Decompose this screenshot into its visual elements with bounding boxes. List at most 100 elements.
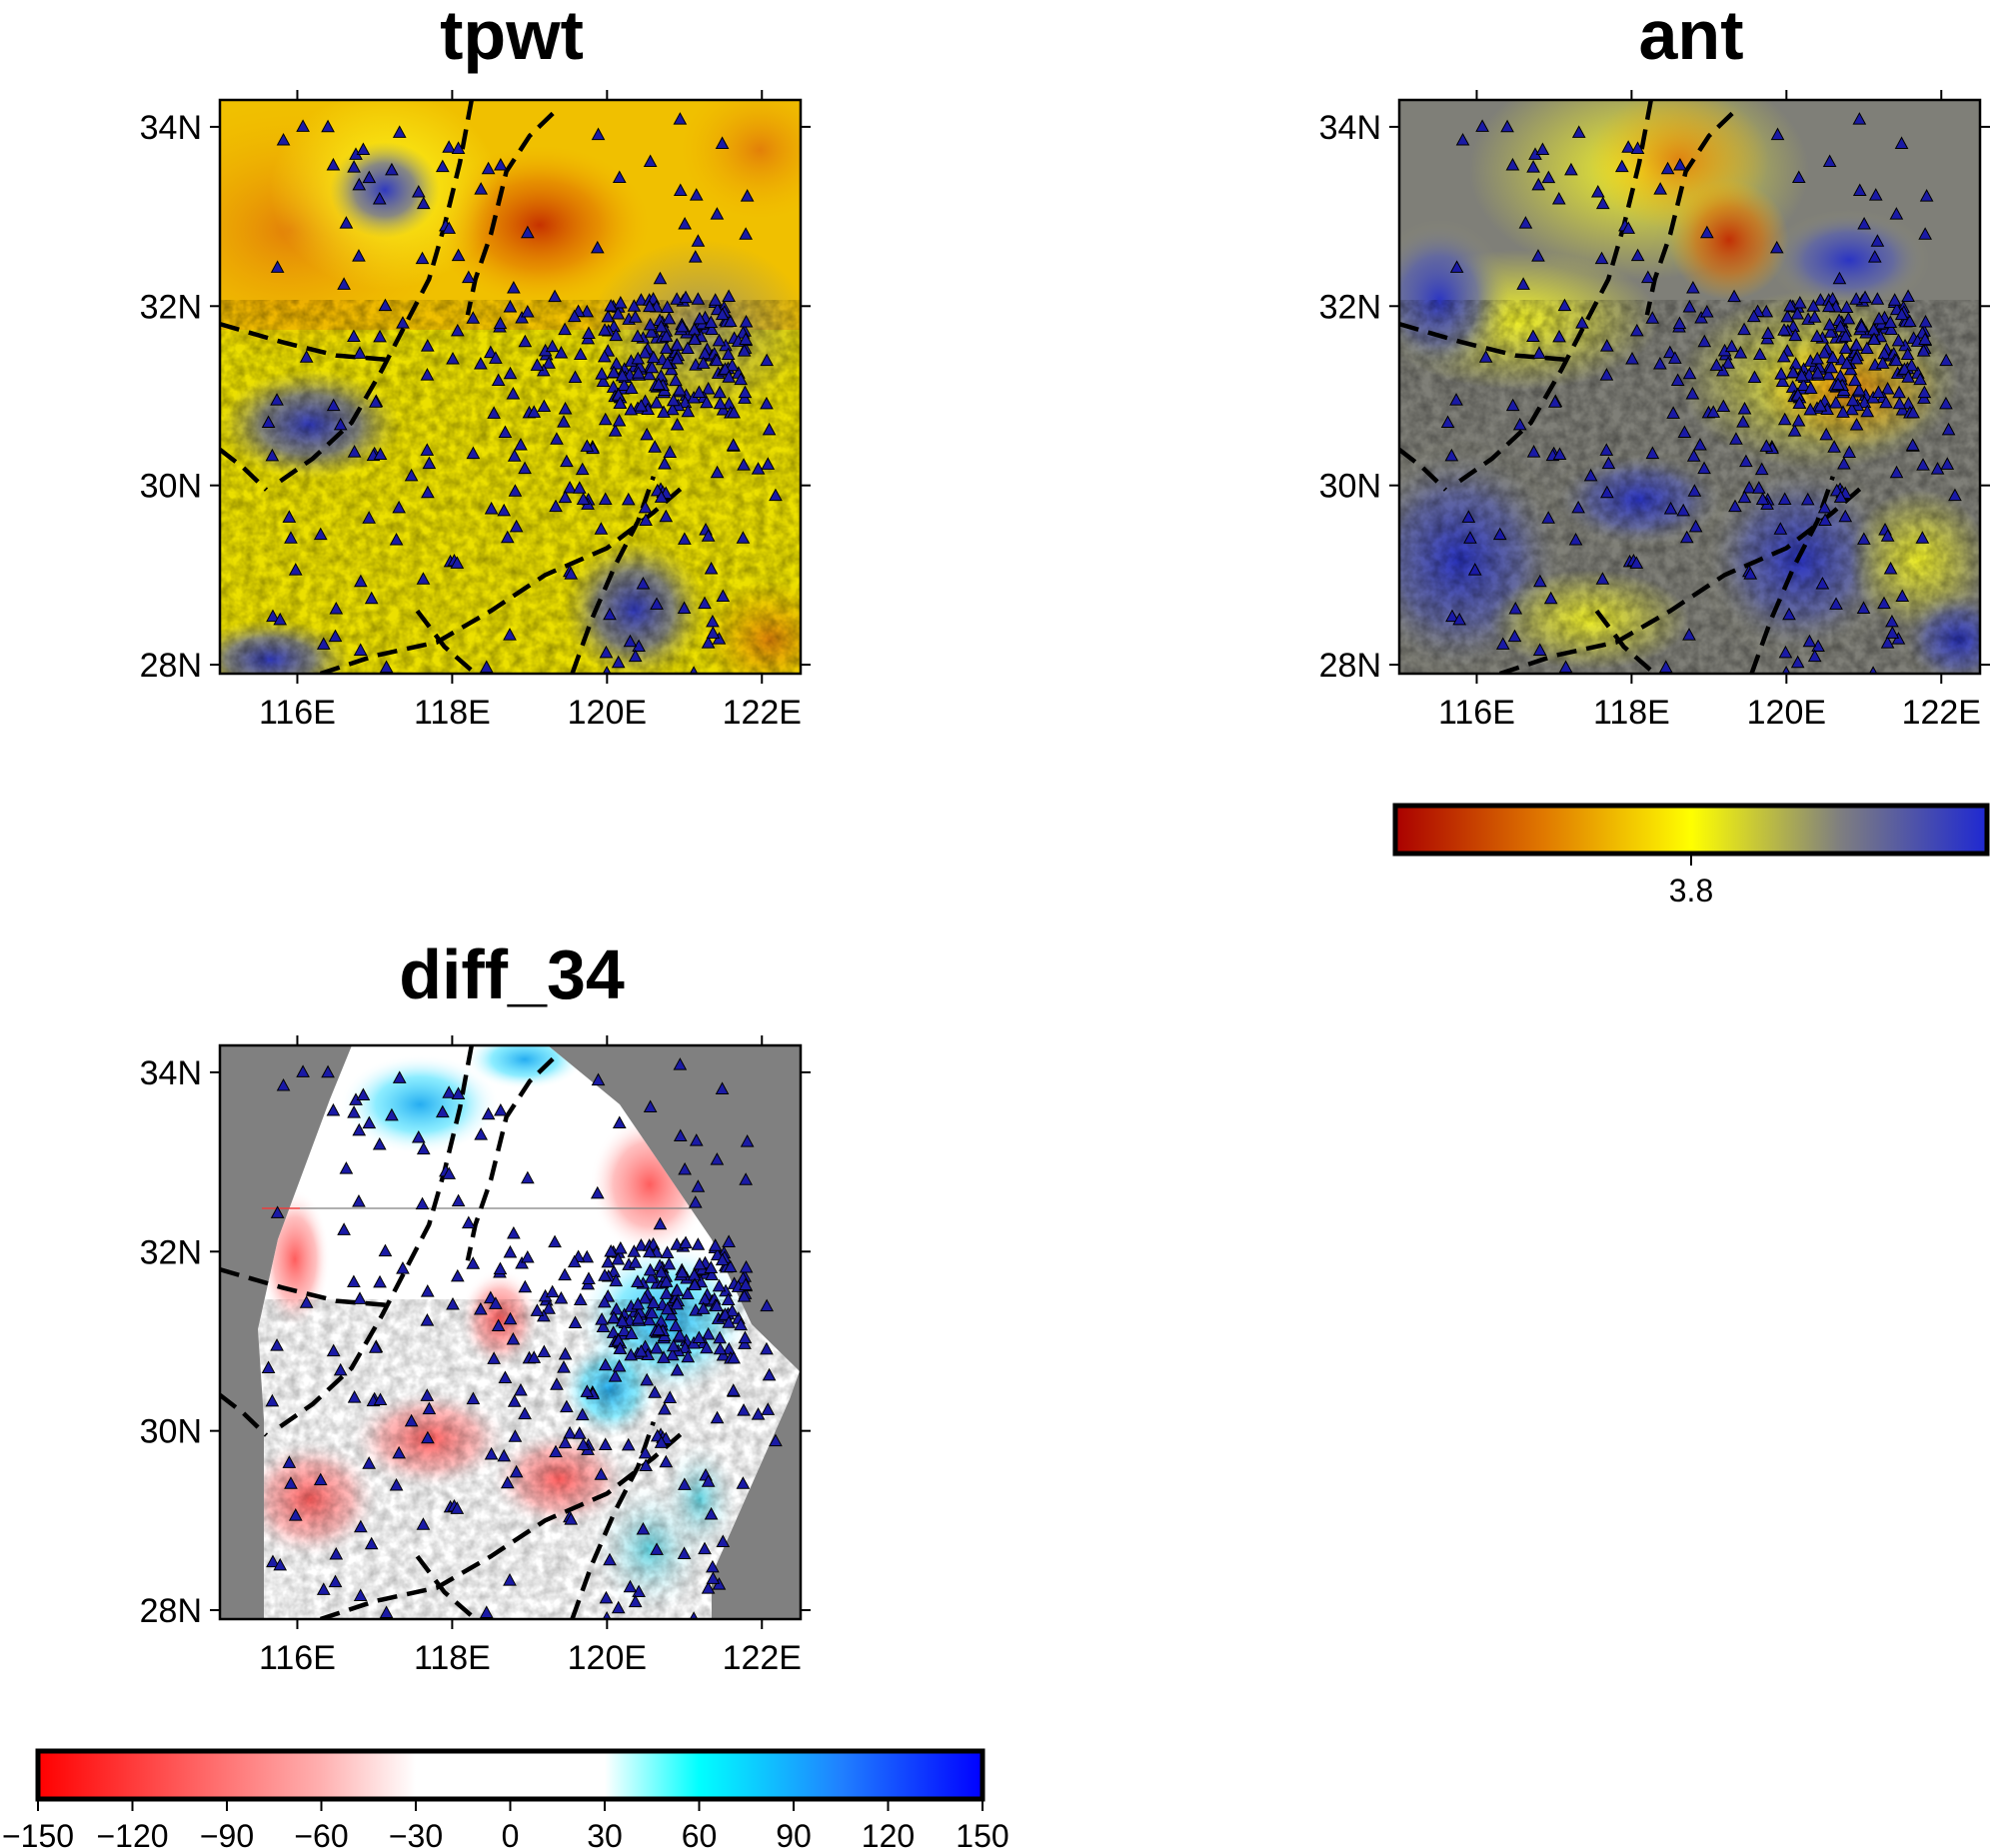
station-marker: [701, 1581, 716, 1594]
station-marker: [506, 1331, 521, 1345]
y-tick-label: 28N: [140, 1592, 202, 1630]
station-marker: [1845, 393, 1860, 407]
station-marker: [639, 1458, 653, 1471]
station-marker: [769, 1433, 783, 1447]
station-marker: [1889, 465, 1904, 479]
station-marker: [557, 415, 571, 428]
x-tick-label: 122E: [723, 1639, 802, 1677]
station-marker: [645, 1305, 660, 1319]
station-marker: [760, 1298, 775, 1312]
station-marker: [1747, 370, 1762, 383]
station-marker: [739, 1277, 753, 1291]
station-marker: [1697, 334, 1712, 348]
station-marker: [673, 1328, 687, 1341]
station-marker: [296, 119, 310, 132]
station-marker: [576, 1437, 591, 1451]
station-marker: [644, 325, 659, 338]
station-marker: [378, 298, 393, 312]
station-marker: [670, 351, 685, 365]
station-marker: [761, 1402, 776, 1415]
station-marker: [421, 485, 435, 499]
station-marker: [530, 358, 545, 371]
station-marker: [273, 1557, 288, 1571]
station-marker: [1682, 366, 1697, 380]
station-marker: [688, 1277, 702, 1290]
station-marker: [654, 369, 669, 382]
station-marker: [1833, 319, 1848, 333]
station-marker: [1775, 374, 1790, 387]
station-marker: [316, 1582, 331, 1595]
station-marker: [296, 1064, 310, 1077]
station-marker: [659, 1274, 674, 1287]
map-panel-tpwt: [220, 100, 801, 674]
station-marker: [604, 1244, 619, 1257]
panel-title-diff-34: diff_34: [399, 935, 625, 1013]
station-marker: [615, 368, 630, 382]
station-marker: [716, 589, 731, 602]
ant-anomaly: [1669, 180, 1789, 300]
station-marker: [1802, 634, 1817, 648]
station-marker: [736, 1476, 751, 1489]
station-marker: [1492, 527, 1507, 541]
station-marker: [1653, 356, 1667, 370]
station-marker: [313, 1472, 328, 1486]
station-marker: [372, 1136, 387, 1150]
station-marker: [660, 1245, 675, 1258]
station-marker: [1891, 333, 1906, 347]
station-marker: [1552, 447, 1567, 461]
station-marker: [611, 655, 626, 669]
station-marker: [650, 395, 664, 409]
station-marker: [696, 356, 711, 369]
station-marker: [422, 1401, 437, 1415]
station-marker: [362, 1115, 377, 1129]
station-marker: [1841, 311, 1856, 325]
station-marker: [347, 1390, 362, 1403]
station-marker: [276, 133, 291, 146]
station-marker: [1445, 609, 1459, 623]
station-marker: [1807, 649, 1822, 663]
station-marker: [1870, 292, 1885, 305]
station-marker: [503, 1573, 517, 1586]
station-marker: [715, 1252, 730, 1266]
station-marker: [598, 1437, 613, 1450]
station-marker: [1783, 299, 1798, 312]
station-marker: [518, 461, 532, 475]
x-tick-label: 116E: [259, 1639, 336, 1677]
station-marker: [665, 1347, 680, 1361]
station-marker: [493, 316, 508, 330]
station-marker: [1541, 511, 1555, 524]
colorbar-diff-tick-label: −90: [200, 1818, 254, 1848]
station-marker: [392, 500, 406, 514]
station-marker: [673, 1057, 688, 1070]
station-marker: [558, 490, 573, 504]
station-marker: [435, 1104, 450, 1118]
station-marker: [603, 607, 617, 621]
station-marker: [507, 1225, 521, 1239]
station-marker: [1871, 385, 1886, 399]
x-tick-label: 120E: [1747, 694, 1826, 732]
station-marker: [564, 1512, 579, 1525]
station-marker: [1915, 531, 1930, 544]
station-marker: [567, 1254, 582, 1268]
station-marker: [1686, 449, 1701, 462]
station-marker: [1599, 339, 1614, 352]
station-marker: [691, 292, 706, 305]
station-marker: [481, 161, 496, 175]
station-marker: [638, 1290, 653, 1304]
station-marker: [726, 438, 741, 451]
station-marker: [1833, 369, 1848, 382]
station-marker: [354, 1519, 368, 1533]
map-panel-ant: [1399, 100, 1980, 674]
station-marker: [1736, 415, 1750, 428]
station-marker: [1449, 260, 1464, 273]
y-tick-label: 28N: [1319, 647, 1381, 685]
station-marker: [1551, 191, 1566, 205]
station-marker: [665, 402, 680, 416]
station-marker: [612, 170, 627, 184]
station-marker: [328, 629, 343, 643]
station-marker: [601, 1254, 616, 1268]
colorbar-diff: −150 −120 −90 −60 −30 0 30 60 90 120 150: [2, 1748, 1009, 1848]
station-marker: [1842, 445, 1857, 458]
station-marker: [1918, 314, 1933, 328]
station-marker: [321, 1064, 335, 1078]
